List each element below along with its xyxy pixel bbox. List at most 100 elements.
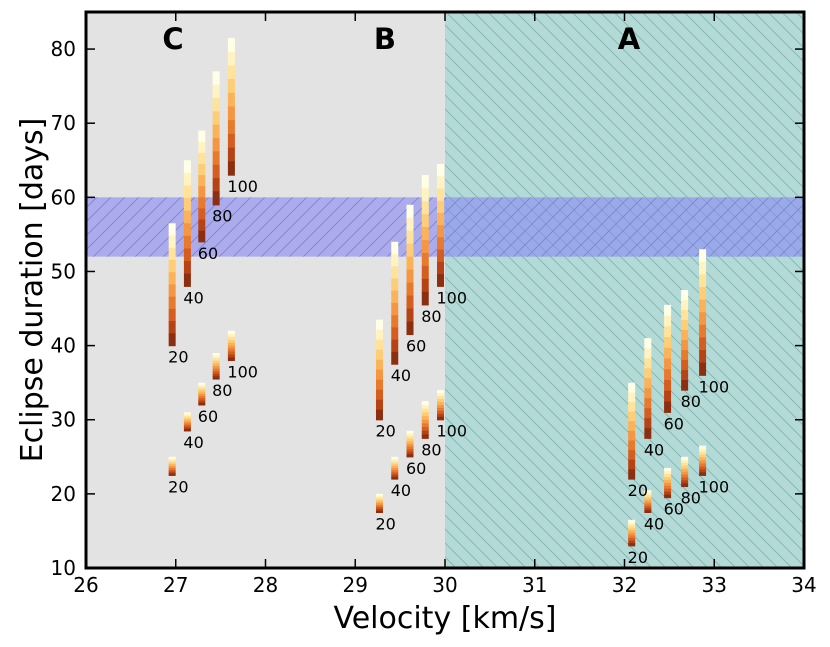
bar-segment xyxy=(183,172,191,187)
bar-segment xyxy=(681,465,689,470)
bar-segment xyxy=(391,474,399,478)
x-tick-label: 31 xyxy=(522,573,547,597)
bar-segment xyxy=(628,543,636,547)
bar-segment xyxy=(212,353,220,357)
bar-segment xyxy=(699,362,707,376)
bar-segment xyxy=(227,339,235,344)
bar-segment xyxy=(198,197,206,210)
region-label-b: B xyxy=(374,22,396,56)
bar-segment xyxy=(664,380,672,392)
bar-segment xyxy=(168,466,176,469)
bar-segment xyxy=(406,269,414,284)
bar-segment xyxy=(168,458,176,462)
bar-segment xyxy=(406,449,414,453)
bar-segment xyxy=(406,443,414,448)
bar-segment xyxy=(168,308,176,322)
bar-segment xyxy=(699,274,707,288)
bar-segment xyxy=(681,320,689,331)
bar-segment xyxy=(421,265,429,280)
bar-segment xyxy=(681,483,689,488)
bar-segment xyxy=(391,459,399,462)
bar-segment xyxy=(699,469,707,473)
bar-segment xyxy=(375,319,383,331)
bar-segment xyxy=(375,504,383,508)
bar-segment xyxy=(375,339,383,351)
bar-segment xyxy=(644,510,652,513)
bar-segment xyxy=(628,540,636,544)
bar-segment xyxy=(391,254,399,267)
bar-segment xyxy=(198,402,206,406)
bar-segment xyxy=(198,208,206,221)
bar-segment xyxy=(681,300,689,311)
region-bg-c xyxy=(86,12,445,568)
bar-segment xyxy=(421,404,429,410)
bar-segment xyxy=(699,445,707,450)
bar-segment xyxy=(391,266,399,280)
bar-segment xyxy=(406,230,414,245)
bar-segment xyxy=(183,419,191,423)
bar-segment xyxy=(212,84,220,99)
bar-segment xyxy=(375,503,383,506)
bar-segment xyxy=(644,501,652,505)
bar-label-b-2-60: 60 xyxy=(406,459,426,478)
bar-label-a-1-100: 100 xyxy=(699,377,730,396)
bar-segment xyxy=(699,249,707,263)
bar-segment xyxy=(168,456,176,460)
bar-segment xyxy=(212,191,220,206)
bar-segment xyxy=(699,451,707,456)
bar-segment xyxy=(628,519,636,524)
bar-segment xyxy=(421,226,429,241)
bar-segment xyxy=(183,417,191,421)
bar-segment xyxy=(183,416,191,419)
bar-label-b-1-20: 20 xyxy=(375,422,395,441)
y-tick-label: 10 xyxy=(51,556,76,580)
bar-segment xyxy=(644,338,652,349)
bar-a-1-100 xyxy=(699,249,707,376)
bar-segment xyxy=(644,503,652,507)
bar-segment xyxy=(664,476,672,481)
bar-segment xyxy=(391,472,399,476)
bar-segment xyxy=(437,413,445,418)
bar-segment xyxy=(406,446,414,450)
bar-segment xyxy=(227,351,235,356)
bar-segment xyxy=(421,423,429,428)
bar-segment xyxy=(227,348,235,353)
bar-segment xyxy=(227,51,235,66)
bar-segment xyxy=(681,474,689,479)
bar-segment xyxy=(168,460,176,463)
bar-b-1-80 xyxy=(421,175,429,306)
bar-segment xyxy=(421,201,429,215)
bar-segment xyxy=(227,161,235,176)
bar-c-2-100 xyxy=(227,330,235,362)
bar-segment xyxy=(628,459,636,471)
bar-segment xyxy=(168,321,176,334)
bar-segment xyxy=(391,278,399,292)
bar-label-b-2-100: 100 xyxy=(437,422,468,441)
bar-a-1-20 xyxy=(628,382,636,480)
bar-segment xyxy=(227,120,235,135)
bar-segment xyxy=(644,505,652,509)
bar-segment xyxy=(681,380,689,391)
bar-a-2-40 xyxy=(644,490,652,513)
bar-c-2-60 xyxy=(198,382,206,406)
bar-segment xyxy=(212,71,220,86)
bar-segment xyxy=(628,401,636,413)
y-tick-label: 30 xyxy=(51,408,76,432)
bar-label-a-1-80: 80 xyxy=(681,392,701,411)
bar-segment xyxy=(437,404,445,409)
bar-label-b-1-60: 60 xyxy=(406,336,426,355)
bar-segment xyxy=(681,462,689,467)
bar-segment xyxy=(406,256,414,271)
bar-segment xyxy=(644,492,652,496)
bar-a-1-80 xyxy=(681,290,689,391)
bar-segment xyxy=(628,469,636,480)
bar-segment xyxy=(644,348,652,359)
bar-segment xyxy=(664,488,672,493)
bar-segment xyxy=(628,535,636,539)
bar-segment xyxy=(437,237,445,251)
bar-segment xyxy=(644,388,652,399)
bar-segment xyxy=(628,527,636,531)
bar-segment xyxy=(168,223,176,237)
